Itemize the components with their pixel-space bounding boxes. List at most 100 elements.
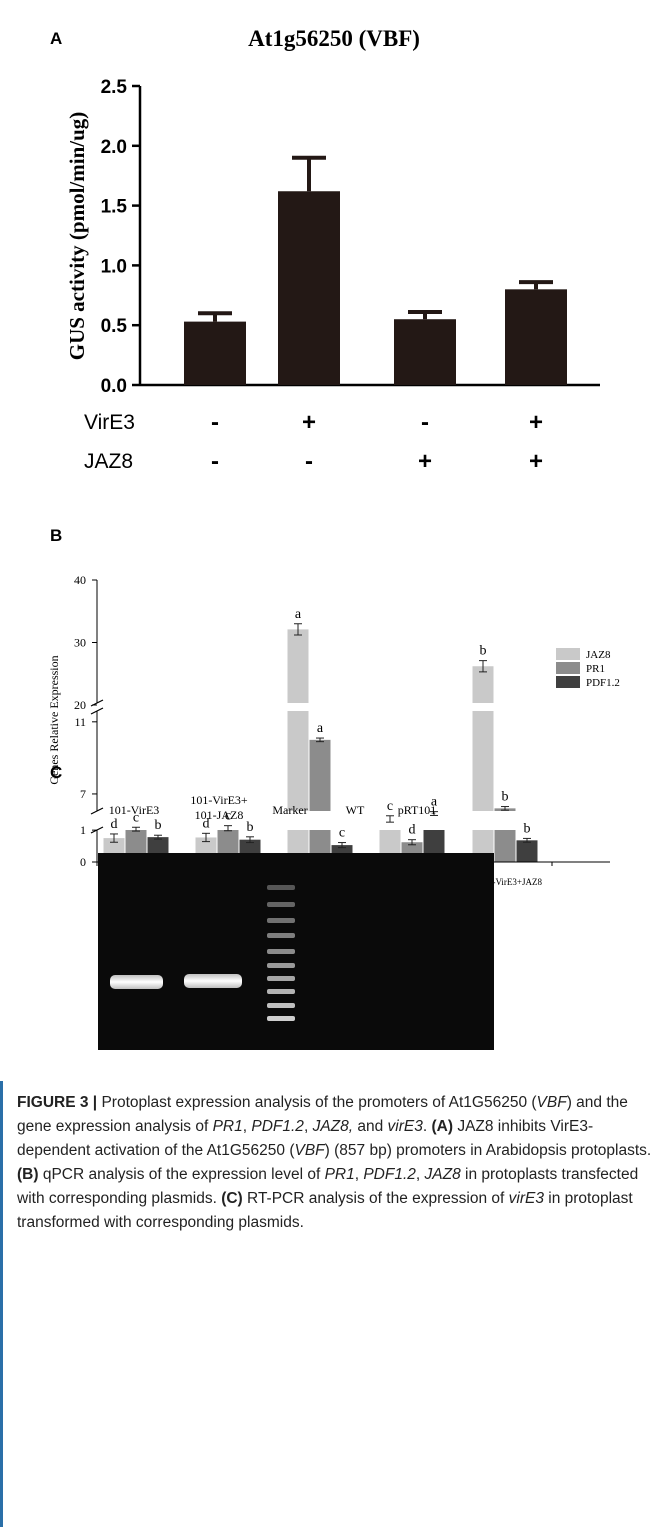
chart-b-bar [472,666,494,862]
chart-a-factor-state: + [529,409,543,436]
figure-charts: A B C At1g56250 (VBF) GUS activity (pmol/… [47,26,620,1050]
chart-a-bar [184,321,246,385]
chart-b-significance-letter: a [431,795,438,810]
chart-b-significance-letter: d [203,816,210,831]
chart-b-legend-swatch [556,648,580,660]
chart-a-ytick-label: 1.5 [101,197,128,218]
chart-a-factor-state: + [302,409,316,436]
gel-image [98,853,494,1050]
gel-lane-label: 101-VirE3+ [190,793,248,807]
caption-part: PR1 [212,1118,243,1135]
gel-lane-label: 101-VirE3 [109,803,160,817]
caption-part: in protoplasts transfected with correspo… [17,1166,639,1207]
chart-b-ytick-label: 11 [74,715,86,729]
caption-part: , [354,1166,364,1183]
chart-b-break-mark [90,707,104,715]
gel-marker-band [267,918,295,923]
chart-b-bar [287,629,309,862]
chart-b-break-gap [98,703,611,711]
gel-lane-label: Marker [272,803,307,817]
caption-part: , [303,1118,313,1135]
chart-b-legend-swatch [556,662,580,674]
chart-a-factor-state: + [418,448,432,475]
gel-marker-band [267,989,295,994]
caption-part: . [422,1118,432,1135]
caption-figure-label: FIGURE 3 | [17,1094,98,1111]
gel-marker-band [267,976,295,981]
chart-b-significance-letter: b [155,818,162,833]
chart-b-ylabel: Genes Relative Expression [47,655,61,784]
gel-marker-band [267,1003,295,1008]
caption-part: (B) [17,1166,39,1183]
chart-b-legend-label: PDF1.2 [586,677,620,689]
caption-part: RT-PCR analysis of the expression of [242,1190,509,1207]
chart-a-factor-state: - [305,448,313,475]
panel-c-label: C [50,763,62,782]
caption-part: VBF [536,1094,567,1111]
chart-a-ytick-label: 2.5 [101,77,128,98]
chart-b-ytick-label: 7 [80,787,86,801]
chart-b-ytick-label: 30 [74,636,86,650]
chart-a-ylabel: GUS activity (pmol/min/ug) [65,112,89,361]
gel-marker-band [267,902,295,907]
chart-b-bar [516,840,538,862]
chart-a-ytick-label: 2.0 [101,137,127,158]
chart-a-factor-label: JAZ8 [84,450,133,473]
caption-part: JAZ8 inhibits VirE3-dependent activation… [17,1118,594,1159]
chart-b-significance-letter: b [247,820,254,835]
caption-part: Protoplast expression analysis of the pr… [97,1094,537,1111]
chart-b-significance-letter: c [133,810,139,825]
chart-a: At1g56250 (VBF) GUS activity (pmol/min/ug… [65,26,600,475]
chart-b-significance-letter: c [339,826,345,841]
gel-marker-band [267,1016,295,1021]
chart-a-factor-state: - [421,409,429,436]
chart-a-ytick-label: 1.0 [101,256,127,277]
caption-part: (A) [431,1118,454,1135]
caption-part: JAZ8 [424,1166,461,1183]
gel-lane-label: 101-JAZ8 [195,808,244,822]
gel-marker-band [267,949,295,954]
caption-part: PDF1.2 [363,1166,416,1183]
chart-b-ytick-label: 40 [74,573,86,587]
gel-lane-label: WT [346,803,365,817]
chart-b-ytick-label: 20 [74,698,86,712]
chart-b-significance-letter: a [295,607,302,622]
chart-a-factor-state: + [529,448,543,475]
chart-a-factor-state: - [211,448,219,475]
chart-b-significance-letter: d [409,823,416,838]
chart-a-title: At1g56250 (VBF) [248,26,420,51]
gel-marker-band [267,963,295,968]
chart-b-break-mark [90,807,104,815]
caption-part: and [353,1118,388,1135]
caption-part: PR1 [324,1166,355,1183]
caption-part: VBF [294,1142,325,1159]
caption-part: qPCR analysis of the expression level of [38,1166,325,1183]
caption-part: , [415,1166,425,1183]
caption-part: (C) [221,1190,243,1207]
chart-b-category-label: RT101-VirE3+JAZ8 [468,877,542,887]
gel-lane-label: pRT101 [398,803,437,817]
caption-part: , [242,1118,252,1135]
gel-marker-band [267,885,295,890]
chart-b-ytick-label: 1 [80,823,86,837]
panel-a-label: A [50,29,62,48]
chart-b-legend-label: PR1 [586,663,605,675]
chart-a-ytick-label: 0.5 [101,316,128,337]
gel-band-vire3 [110,975,163,989]
chart-b-significance-letter: b [524,821,531,836]
chart-a-factor-label: VirE3 [84,411,135,434]
chart-b-significance-letter: a [317,721,324,736]
panel-b-label: B [50,526,62,545]
caption-part: ) (857 bp) promoters in Arabidopsis prot… [324,1142,652,1159]
chart-b-significance-letter: c [387,799,393,814]
chart-a-bar [394,319,456,385]
chart-b-significance-letter: c [225,809,231,824]
caption-part: in protoplast transformed with correspon… [17,1190,633,1231]
chart-b-legend-swatch [556,676,580,688]
chart-b-significance-letter: b [480,644,487,659]
gel-band-vire3-jaz8 [184,974,242,988]
chart-b-significance-letter: d [111,817,118,832]
gel-marker-band [267,933,295,938]
